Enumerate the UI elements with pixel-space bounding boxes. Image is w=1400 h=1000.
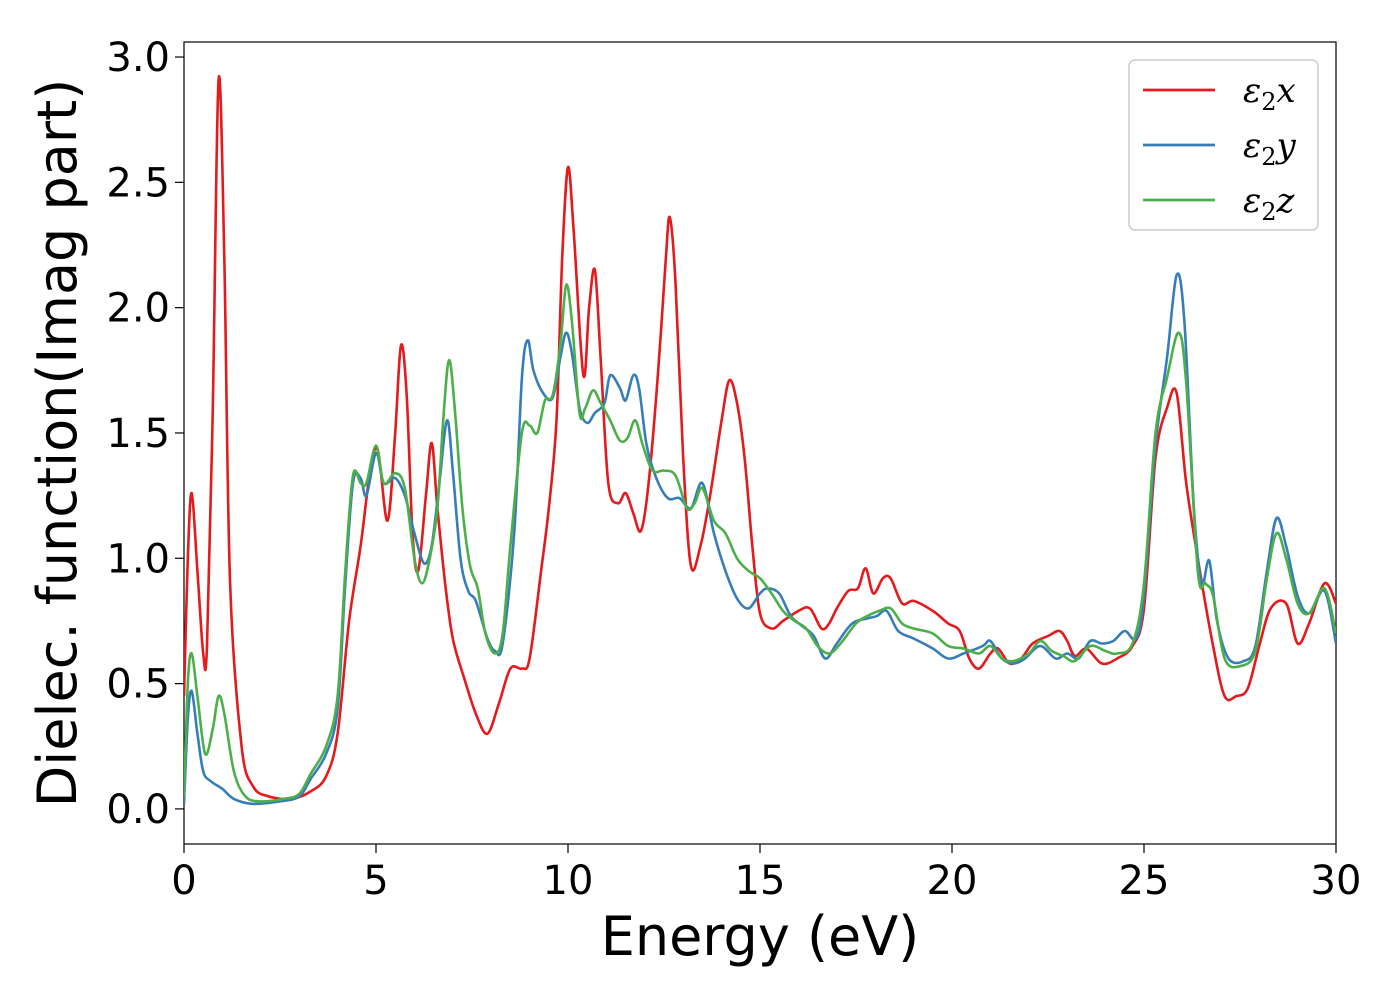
legend-symbol: ε [1243, 181, 1261, 221]
y-tick-label: 1.5 [106, 411, 170, 457]
x-tick-label: 0 [171, 858, 196, 904]
x-tick-label: 20 [927, 858, 978, 904]
legend-subscript: 2 [1261, 198, 1276, 226]
y-tick-label: 2.5 [106, 160, 170, 206]
y-axis-label: Dielec. function(Imag part) [26, 79, 89, 808]
legend-symbol: ε [1243, 126, 1261, 166]
legend-component: x [1277, 71, 1296, 111]
legend-entry-x: ε2x [1243, 71, 1296, 116]
series-layer [184, 75, 1336, 806]
legend-entry-y: ε2y [1243, 126, 1297, 171]
x-tick-label: 10 [543, 858, 594, 904]
legend-symbol: ε [1243, 71, 1261, 111]
x-tick-label: 5 [363, 858, 388, 904]
legend-box [1128, 59, 1319, 231]
legend-subscript: 2 [1261, 143, 1276, 171]
y-axis-ticks: 0.0 0.5 1.0 1.5 2.0 2.5 3.0 [106, 35, 184, 833]
x-axis-ticks: 0 5 10 15 20 25 30 [171, 844, 1361, 904]
y-tick-label: 1.0 [106, 536, 170, 582]
y-tick-label: 2.0 [106, 286, 170, 332]
series-line-x [184, 75, 1336, 801]
legend-component: z [1276, 181, 1296, 221]
legend-subscript: 2 [1261, 88, 1276, 116]
legend-component: y [1275, 126, 1297, 166]
y-tick-label: 3.0 [106, 35, 170, 81]
x-tick-label: 25 [1119, 858, 1170, 904]
x-tick-label: 30 [1311, 858, 1362, 904]
series-line-z [184, 283, 1336, 803]
y-tick-label: 0.5 [106, 662, 170, 708]
x-tick-label: 15 [735, 858, 786, 904]
legend-entry-z: ε2z [1243, 181, 1296, 226]
y-tick-label: 0.0 [106, 787, 170, 833]
x-axis-label: Energy (eV) [601, 905, 920, 968]
